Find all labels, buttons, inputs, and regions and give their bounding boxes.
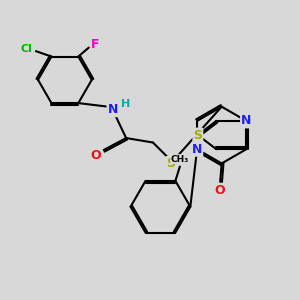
Text: S: S [194,129,202,142]
Text: H: H [122,99,131,109]
Text: Cl: Cl [20,44,32,54]
Text: N: N [107,103,118,116]
Text: N: N [192,143,202,156]
Text: S: S [167,157,176,170]
Text: N: N [241,114,251,128]
Text: O: O [90,149,101,162]
Text: CH₃: CH₃ [171,154,189,164]
Text: F: F [91,38,100,50]
Text: O: O [215,184,226,197]
